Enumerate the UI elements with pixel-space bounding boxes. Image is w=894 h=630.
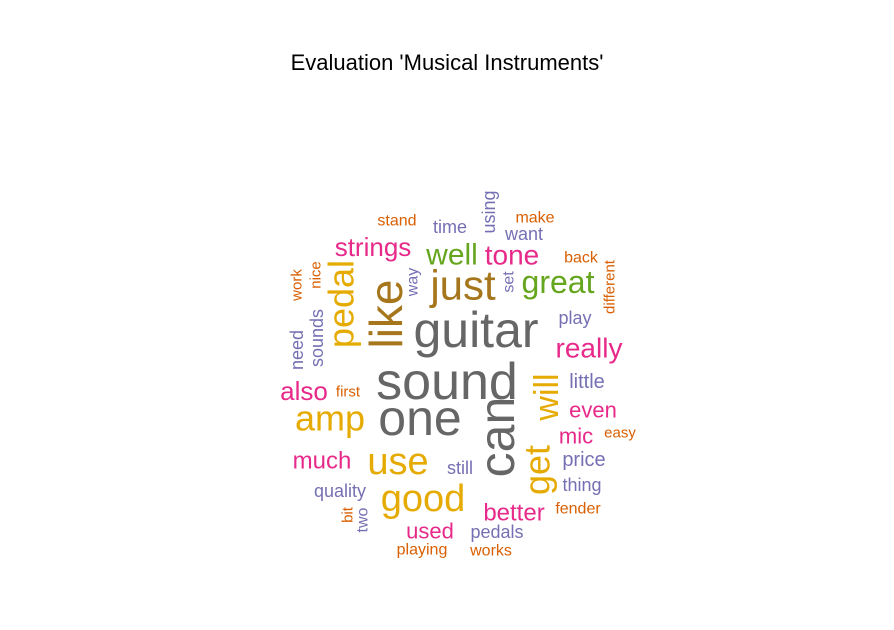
word-stand: stand <box>377 213 416 230</box>
word-time: time <box>433 217 467 237</box>
word-one: one <box>378 390 461 446</box>
word-pedals: pedals <box>470 522 523 542</box>
word-good: good <box>381 478 466 520</box>
word-work: work <box>289 269 306 302</box>
word-pedal: pedal <box>321 260 362 348</box>
word-playing: playing <box>397 542 448 559</box>
word-sounds: sounds <box>307 309 327 367</box>
word-different: different <box>602 259 619 314</box>
word-strings: strings <box>335 232 412 262</box>
word-little: little <box>569 371 605 393</box>
word-just: just <box>428 262 496 309</box>
word-used: used <box>406 519 454 544</box>
word-way: way <box>405 268 422 297</box>
word-thing: thing <box>562 475 601 495</box>
word-back: back <box>564 250 599 267</box>
word-even: even <box>569 398 617 423</box>
word-make: make <box>515 210 554 227</box>
word-quality: quality <box>314 481 366 501</box>
word-need: need <box>287 330 307 370</box>
word-still: still <box>447 458 473 478</box>
word-works: works <box>469 543 512 560</box>
word-use: use <box>367 441 428 483</box>
word-well: well <box>425 239 478 272</box>
word-can: can <box>469 397 525 478</box>
word-first: first <box>336 384 361 401</box>
word-easy: easy <box>604 425 636 442</box>
word-guitar: guitar <box>413 302 538 358</box>
word-want: want <box>504 224 543 244</box>
word-better: better <box>483 500 544 527</box>
word-fender: fender <box>555 501 601 518</box>
word-set: set <box>501 271 518 293</box>
word-also: also <box>280 376 328 406</box>
word-really: really <box>556 333 623 364</box>
word-much: much <box>293 448 352 475</box>
word-two: two <box>355 507 372 532</box>
word-price: price <box>562 449 605 471</box>
word-play: play <box>558 308 591 328</box>
word-get: get <box>517 445 558 495</box>
word-like: like <box>360 279 412 348</box>
word-will: will <box>528 373 566 421</box>
word-using: using <box>479 190 499 233</box>
word-amp: amp <box>295 398 365 439</box>
word-great: great <box>522 264 595 300</box>
word-bit: bit <box>340 506 357 523</box>
word-mic: mic <box>559 424 593 449</box>
word-tone: tone <box>485 240 540 271</box>
chart-title: Evaluation 'Musical Instruments' <box>290 50 604 75</box>
word-nice: nice <box>308 261 325 289</box>
word-sound: sound <box>376 353 518 411</box>
